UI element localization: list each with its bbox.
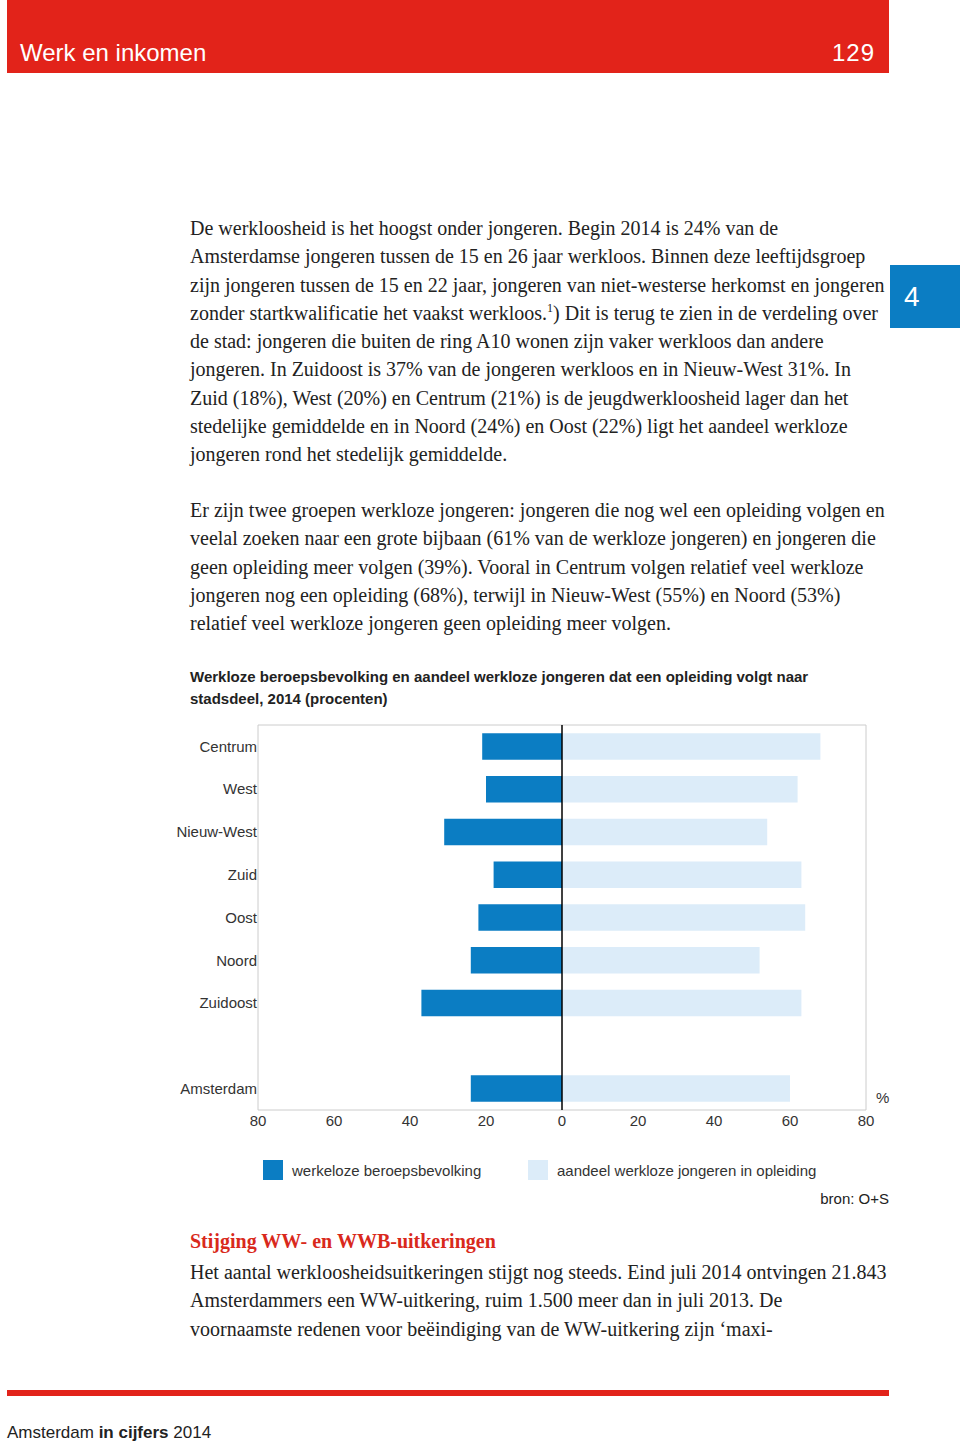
svg-text:20: 20	[630, 1112, 647, 1129]
svg-text:80: 80	[250, 1112, 267, 1129]
svg-text:West: West	[223, 780, 258, 797]
svg-text:Nieuw-West: Nieuw-West	[176, 823, 257, 840]
html-text:129: 129	[832, 39, 875, 66]
svg-text:%: %	[876, 1089, 889, 1106]
svg-text:60: 60	[782, 1112, 799, 1129]
svg-text:Oost: Oost	[225, 909, 258, 926]
svg-text:40: 40	[402, 1112, 419, 1129]
html-text:Werkloze beroepsbevolking en a: Werkloze beroepsbevolking en aandeel wer…	[190, 668, 809, 707]
svg-text:20: 20	[478, 1112, 495, 1129]
svg-text:Centrum: Centrum	[199, 738, 257, 755]
html-text:Stijging WW- en WWB-uitkeringe: Stijging WW- en WWB-uitkeringen	[190, 1230, 496, 1252]
html-text:Amsterdam in cijfers 2014: Amsterdam in cijfers 2014	[7, 1423, 212, 1442]
html-text:Het aantal werkloosheidsuitker: Het aantal werkloosheidsuitkeringen stij…	[190, 1261, 887, 1340]
svg-text:Zuid: Zuid	[228, 866, 257, 883]
svg-text:0: 0	[558, 1112, 566, 1129]
html-text:4: 4	[904, 281, 920, 312]
html-text:bron: O+S: bron: O+S	[820, 1190, 889, 1207]
svg-text:Zuidoost: Zuidoost	[199, 994, 257, 1011]
svg-text:Noord: Noord	[216, 952, 257, 969]
html-text:Er zijn twee groepen werkloze: Er zijn twee groepen werkloze jongeren: …	[190, 499, 885, 635]
html-text:aandeel werkloze jongeren in o: aandeel werkloze jongeren in opleiding	[557, 1161, 817, 1179]
html-text:Werk en inkomen: Werk en inkomen	[20, 39, 207, 66]
svg-text:Amsterdam: Amsterdam	[180, 1080, 257, 1097]
svg-text:80: 80	[858, 1112, 875, 1129]
html-text:De werkloosheid is het hoogst: De werkloosheid is het hoogst onder jong…	[190, 217, 885, 466]
html-text:werkeloze beroepsbevolking: werkeloze beroepsbevolking	[292, 1161, 482, 1179]
svg-text:60: 60	[326, 1112, 343, 1129]
svg-text:40: 40	[706, 1112, 723, 1129]
